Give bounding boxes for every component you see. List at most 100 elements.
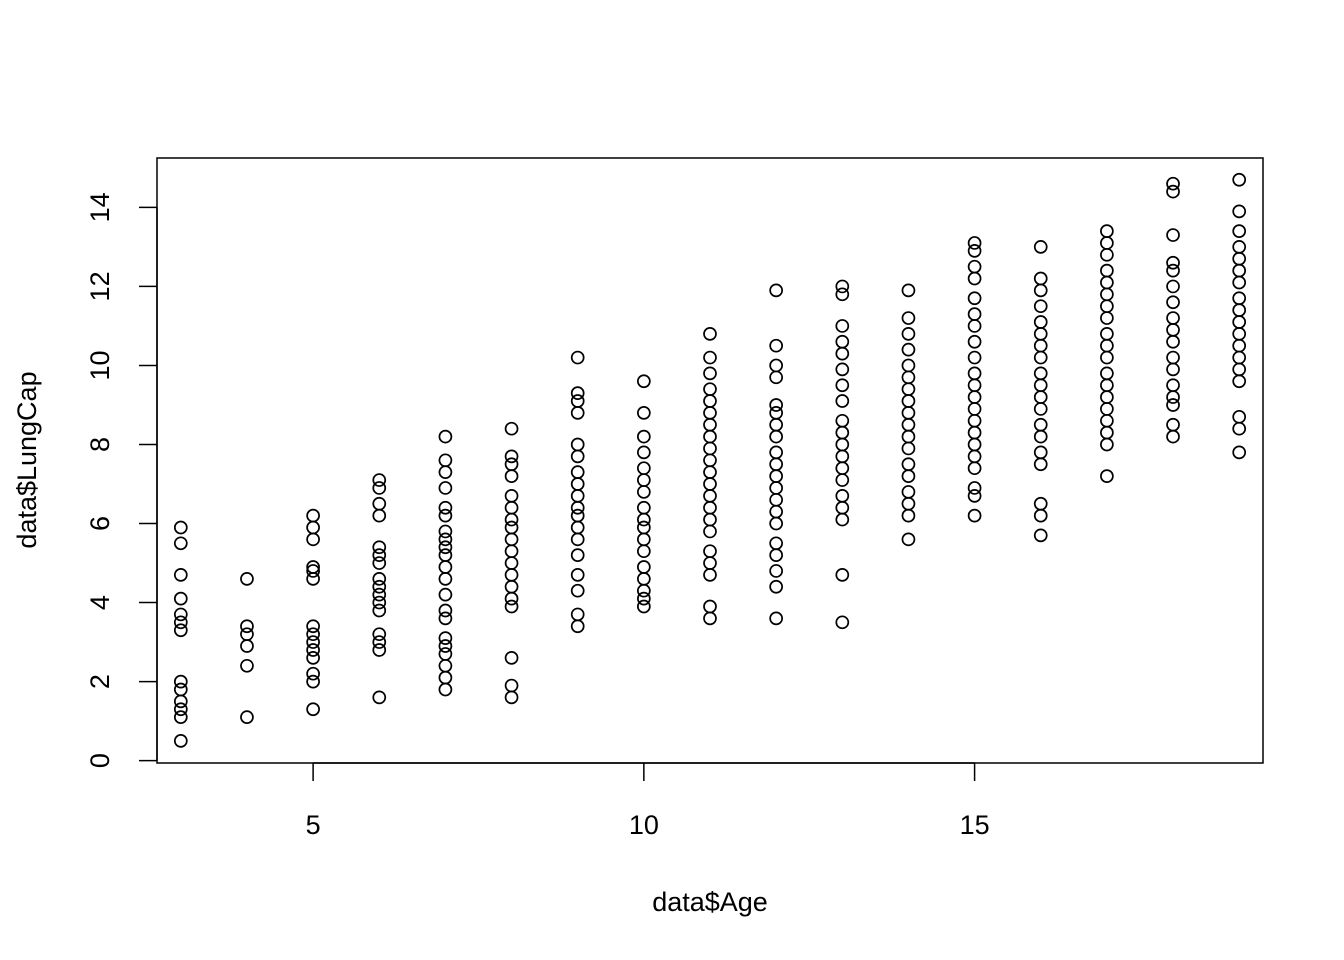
data-point bbox=[967, 259, 982, 274]
data-point bbox=[173, 623, 188, 638]
data-point bbox=[306, 702, 320, 717]
data-point bbox=[438, 603, 453, 618]
data-point bbox=[1100, 327, 1114, 341]
y-tick-label: 4 bbox=[85, 595, 115, 610]
data-point bbox=[438, 611, 453, 626]
data-point bbox=[1166, 279, 1180, 294]
data-point bbox=[769, 398, 784, 412]
data-point bbox=[636, 599, 651, 614]
data-point bbox=[967, 334, 982, 349]
data-point bbox=[835, 378, 850, 393]
data-point bbox=[1033, 366, 1048, 381]
data-point bbox=[372, 690, 387, 705]
data-point bbox=[372, 496, 387, 511]
data-point bbox=[504, 449, 519, 464]
data-point bbox=[901, 485, 916, 499]
data-point bbox=[703, 599, 717, 614]
data-point bbox=[1033, 315, 1048, 329]
data-point bbox=[240, 658, 254, 673]
data-point bbox=[967, 489, 982, 503]
data-point bbox=[1166, 184, 1180, 199]
data-point bbox=[1166, 417, 1180, 432]
data-point bbox=[636, 500, 651, 515]
x-tick-label: 10 bbox=[629, 810, 659, 840]
data-point bbox=[967, 350, 982, 365]
data-point bbox=[901, 358, 916, 373]
data-points bbox=[173, 172, 1247, 748]
data-point bbox=[1232, 291, 1247, 306]
data-point bbox=[173, 710, 188, 725]
data-point bbox=[173, 674, 188, 689]
data-point bbox=[504, 489, 519, 503]
data-point bbox=[636, 445, 651, 460]
data-point bbox=[967, 291, 982, 306]
data-point bbox=[967, 236, 982, 250]
data-point bbox=[570, 350, 585, 365]
data-point bbox=[438, 524, 453, 539]
data-point bbox=[504, 520, 519, 535]
data-point bbox=[570, 465, 585, 480]
data-point bbox=[835, 489, 850, 503]
data-point bbox=[901, 283, 916, 298]
data-point bbox=[769, 536, 784, 551]
data-point bbox=[1166, 311, 1180, 325]
data-point bbox=[1232, 445, 1247, 460]
data-point bbox=[306, 666, 320, 681]
data-point bbox=[636, 591, 651, 606]
data-point bbox=[636, 560, 651, 574]
data-point bbox=[967, 244, 982, 258]
y-axis-title: data$LungCap bbox=[12, 371, 42, 548]
data-point bbox=[504, 599, 519, 614]
data-point bbox=[306, 619, 320, 634]
y-tick-label: 14 bbox=[85, 192, 115, 222]
data-point bbox=[1166, 255, 1180, 270]
y-tick-label: 2 bbox=[85, 674, 115, 689]
data-point bbox=[901, 327, 916, 341]
data-point bbox=[438, 647, 453, 661]
data-point bbox=[173, 520, 188, 535]
data-point bbox=[570, 508, 585, 523]
data-point bbox=[173, 568, 188, 582]
data-point bbox=[570, 394, 585, 408]
data-point bbox=[967, 508, 982, 523]
data-point bbox=[1033, 240, 1048, 254]
data-point bbox=[1166, 176, 1180, 191]
y-tick-label: 0 bbox=[85, 753, 115, 768]
data-point bbox=[570, 386, 585, 400]
data-point bbox=[769, 611, 784, 626]
data-point bbox=[372, 643, 387, 657]
data-point bbox=[967, 307, 982, 321]
data-point bbox=[835, 362, 850, 377]
data-point bbox=[1232, 409, 1247, 424]
data-point bbox=[703, 382, 717, 397]
data-point bbox=[1166, 295, 1180, 310]
data-point bbox=[173, 702, 188, 717]
data-point bbox=[173, 682, 188, 697]
data-point bbox=[372, 556, 387, 570]
data-point bbox=[438, 587, 453, 602]
data-point bbox=[240, 571, 254, 586]
data-point bbox=[636, 461, 651, 476]
data-point bbox=[835, 334, 850, 349]
data-point bbox=[1232, 240, 1247, 254]
data-point bbox=[769, 564, 784, 578]
y-tick-label: 10 bbox=[85, 350, 115, 380]
data-point bbox=[835, 413, 850, 428]
data-point bbox=[1166, 350, 1180, 365]
data-point bbox=[372, 548, 387, 562]
y-axis: 0 2 4 6 8 10 12 14 bbox=[85, 192, 158, 768]
data-point bbox=[372, 603, 387, 618]
data-point bbox=[1033, 417, 1048, 432]
data-point bbox=[570, 583, 585, 598]
data-point bbox=[1232, 224, 1247, 238]
data-point bbox=[438, 500, 453, 515]
data-point bbox=[570, 437, 585, 452]
data-point bbox=[703, 544, 717, 559]
data-point bbox=[1033, 496, 1048, 511]
y-tick-label: 8 bbox=[85, 437, 115, 452]
data-point bbox=[1166, 378, 1180, 393]
data-point bbox=[1166, 398, 1180, 412]
data-point bbox=[1100, 469, 1114, 483]
